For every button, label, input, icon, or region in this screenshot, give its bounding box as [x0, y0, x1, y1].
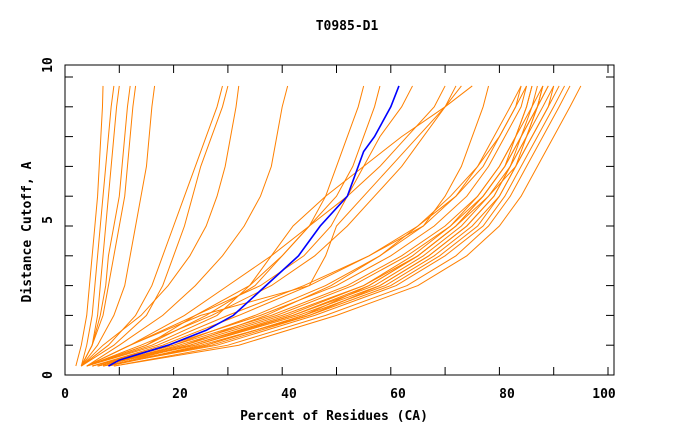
model-line-12	[86, 85, 413, 367]
model-line-7	[81, 85, 229, 367]
x-tick-label: 0	[61, 387, 69, 402]
series-group	[75, 85, 582, 367]
model-line-34	[86, 85, 522, 367]
model-line-16	[86, 85, 446, 367]
model-line-9	[86, 85, 289, 367]
highlight-line	[108, 85, 400, 367]
model-line-0	[75, 85, 104, 367]
model-line-26	[113, 85, 571, 367]
model-line-21	[97, 85, 555, 367]
x-tick-label: 100	[592, 387, 616, 402]
x-axis-label: Percent of Residues (CA)	[240, 409, 428, 424]
y-tick-label: 5	[41, 216, 56, 224]
model-line-8	[80, 85, 240, 367]
model-line-24	[108, 85, 538, 367]
plot-frame	[64, 64, 615, 376]
x-tick-label: 20	[172, 387, 188, 402]
model-line-35	[97, 85, 555, 367]
model-line-18	[92, 85, 522, 367]
model-line-2	[80, 85, 120, 367]
model-line-5	[80, 85, 156, 367]
model-line-31	[97, 85, 549, 367]
model-line-28	[97, 85, 533, 367]
model-line-23	[102, 85, 566, 367]
model-line-15	[86, 85, 462, 367]
x-tick-label: 80	[499, 387, 515, 402]
model-line-1	[80, 85, 115, 367]
model-line-3	[80, 85, 131, 367]
model-line-13	[86, 85, 457, 367]
model-line-4	[80, 85, 137, 367]
axis-ticks	[65, 65, 614, 375]
y-tick-label: 0	[41, 371, 56, 379]
model-line-20	[97, 85, 549, 367]
model-line-27	[113, 85, 582, 367]
x-tick-label: 40	[281, 387, 297, 402]
x-tick-label: 60	[390, 387, 406, 402]
model-line-6	[80, 85, 223, 367]
y-tick-label: 10	[41, 57, 56, 73]
chart-title: T0985-D1	[316, 19, 379, 34]
y-axis-label: Distance Cutoff, A	[20, 161, 35, 302]
model-line-29	[92, 85, 528, 367]
